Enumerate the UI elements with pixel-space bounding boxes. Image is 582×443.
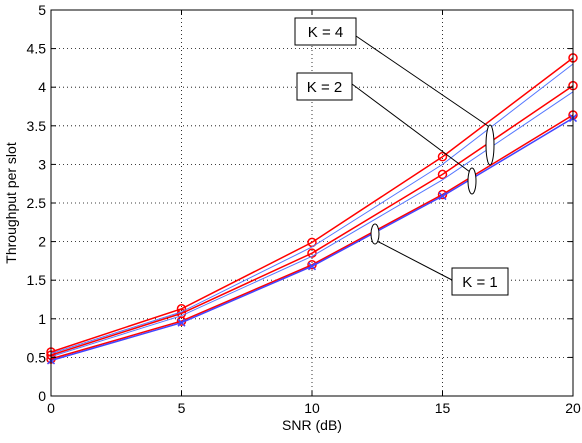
y-tick-label: 4 [38,79,46,95]
tick-labels: 0 5 10 15 20 0 0.5 1 1.5 2 2.5 3 3.5 4 4.5 5 [27,2,581,416]
annotation-k2-box [296,72,353,101]
annotation-k1-ellipse [370,223,380,245]
data-point-cross [438,192,447,201]
annotation-k4-label: K = 4 [308,24,343,41]
y-tick-label: 0 [38,388,46,404]
y-tick-label: 2.5 [27,195,47,211]
annotation-group: K = 4 K = 2 K = 1 [294,17,509,296]
data-point-cross [177,318,186,327]
y-tick-label: 3.5 [27,118,47,134]
series-line-k2-3 [50,91,574,358]
y-axis-label: Throughput per slot [3,142,19,264]
data-point-circle [307,248,317,258]
x-tick-label: 0 [47,400,55,416]
x-tick-label: 5 [178,400,186,416]
annotation-k2-label: K = 2 [307,79,342,96]
annotation-k1-box [451,267,509,296]
annotation-k2-leader [351,83,471,173]
annotation-k1-label: K = 1 [462,274,497,291]
data-point-circle [176,304,187,314]
y-tick-label: 5 [38,2,46,18]
series-line-k1-0 [50,114,574,360]
y-tick-label: 0.5 [27,349,47,365]
series-line-k4-4 [50,57,574,353]
data-point-circle [437,151,448,162]
data-point-circle [437,169,448,180]
x-tick-label: 10 [304,400,320,416]
annotation-k1-leader [374,239,453,281]
x-tick-label: 15 [435,400,451,416]
y-tick-label: 1 [38,311,46,327]
annotation-k4-ellipse [485,124,495,166]
x-axis-label: SNR (dB) [282,417,342,433]
annotation-k2-ellipse [467,167,477,195]
plot-frame [50,9,574,397]
data-point-circle [307,237,317,248]
annotation-k4-box [294,17,357,46]
x-tick-label: 20 [565,400,581,416]
y-tick-label: 3 [38,156,46,172]
data-point-cross [307,262,317,271]
y-tick-label: 2 [38,234,46,250]
y-tick-label: 1.5 [27,272,47,288]
y-tick-label: 4.5 [27,41,47,57]
annotation-k4-leader [355,35,489,127]
series-line-k4-5 [50,63,574,354]
